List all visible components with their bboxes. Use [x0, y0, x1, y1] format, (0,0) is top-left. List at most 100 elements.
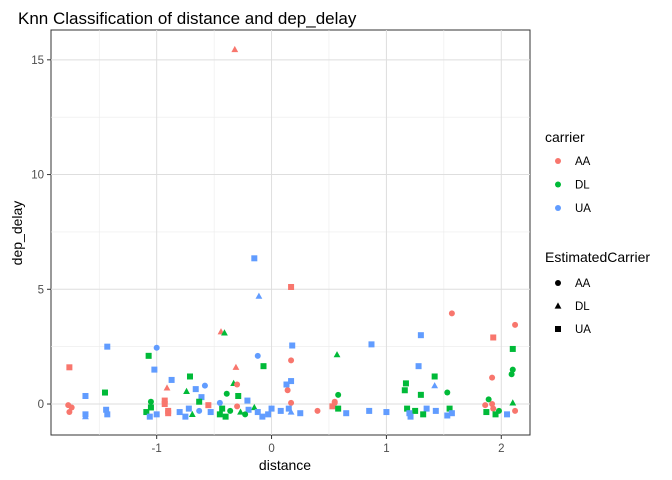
point-aa-aa [489, 401, 496, 408]
point-aa-aa [68, 404, 75, 411]
legend-shape-aa [555, 280, 561, 286]
point-ua-ua [82, 392, 89, 399]
legend-key-aa [555, 158, 561, 164]
point-dl-ua [196, 398, 203, 405]
point-ua-ua [417, 332, 424, 339]
point-aa-ua [66, 364, 73, 371]
y-tick-label: 10 [31, 170, 44, 182]
legend-carrier-keys: AA DL UA [555, 156, 591, 215]
point-ua-ua [383, 409, 390, 416]
point-dl-ua [143, 409, 150, 416]
legend-shape-label-ua: UA [575, 324, 591, 336]
point-dl-ua [509, 345, 516, 352]
point-aa-dl [231, 45, 239, 53]
point-ua-ua [176, 409, 183, 416]
point-aa-ua [205, 402, 212, 409]
point-dl-dl [250, 403, 258, 411]
point-aa-ua [161, 397, 168, 404]
point-ua-ua [168, 376, 175, 383]
point-ua-ua [448, 410, 455, 417]
point-dl-ua [335, 405, 342, 412]
point-aa-aa [288, 399, 295, 406]
point-aa-aa [331, 399, 338, 406]
point-aa-aa [512, 407, 519, 414]
point-dl-aa [227, 407, 234, 414]
point-dl-ua [404, 405, 411, 412]
y-tick-label: 0 [38, 399, 44, 411]
point-aa-aa [288, 357, 295, 364]
point-dl-aa [508, 371, 515, 378]
point-ua-ua [504, 411, 511, 418]
point-aa-aa [314, 407, 321, 414]
point-ua-dl [431, 382, 439, 389]
legend-estimated-title: EstimatedCarrier [545, 249, 650, 265]
point-ua-ua [289, 342, 296, 349]
legend-carrier-title: carrier [545, 129, 585, 145]
point-dl-ua [446, 405, 453, 412]
point-dl-ua [222, 413, 229, 420]
point-aa-aa [234, 381, 241, 388]
point-dl-aa [485, 396, 492, 403]
legend-estimated-keys: AA DL UA [554, 278, 591, 336]
x-axis-title: distance [259, 457, 311, 473]
point-dl-ua [492, 411, 499, 418]
point-ua-aa [196, 407, 203, 414]
point-dl-dl [188, 410, 196, 417]
point-ua-ua [259, 413, 266, 420]
legend-shape-ua [555, 326, 561, 332]
point-ua-ua [444, 412, 451, 419]
point-aa-aa [234, 403, 241, 410]
point-aa-ua [288, 283, 295, 290]
point-ua-ua [251, 255, 258, 262]
point-ua-ua [185, 405, 192, 412]
point-dl-ua [235, 392, 242, 399]
point-ua-aa [254, 352, 261, 359]
point-dl-ua [431, 373, 438, 380]
point-dl-aa [335, 391, 342, 398]
plot-panel [50, 29, 531, 436]
data-points [65, 45, 519, 420]
point-dl-aa [223, 390, 230, 397]
legend-shape-label-dl: DL [575, 301, 590, 313]
point-ua-ua [297, 410, 304, 417]
point-aa-aa [448, 310, 455, 317]
point-ua-ua [432, 407, 439, 414]
legend-label-ua: UA [575, 203, 591, 215]
point-dl-dl [333, 351, 341, 358]
point-dl-ua [219, 405, 226, 412]
point-ua-ua [254, 409, 261, 416]
y-tick-label: 15 [31, 55, 44, 67]
point-dl-ua [483, 409, 490, 416]
point-ua-ua [268, 405, 275, 412]
point-dl-dl [509, 399, 517, 406]
x-tick-label: 1 [383, 443, 389, 455]
point-ua-aa [216, 399, 223, 406]
legend-carrier: carrier AA DL UA [545, 129, 591, 215]
legend-estimated-carrier: EstimatedCarrier AA DL UA [545, 249, 650, 336]
point-ua-ua [285, 405, 292, 412]
point-dl-ua [260, 363, 267, 370]
point-ua-ua [207, 409, 214, 416]
point-ua-ua [192, 386, 199, 393]
point-aa-ua [161, 401, 168, 408]
legend-key-ua [555, 205, 561, 211]
point-ua-ua [245, 406, 252, 413]
point-ua-ua [406, 410, 413, 417]
point-ua-dl [82, 413, 89, 420]
point-dl-ua [412, 407, 419, 414]
chart-title: Knn Classification of distance and dep_d… [18, 9, 357, 28]
point-dl-ua [401, 387, 408, 394]
point-ua-ua [104, 343, 111, 350]
point-dl-ua [145, 352, 152, 359]
legend-key-dl [555, 181, 561, 188]
point-ua-ua [244, 397, 251, 404]
point-aa-aa [489, 374, 496, 381]
point-aa-aa [66, 409, 73, 416]
point-ua-ua [277, 407, 284, 414]
point-dl-aa [509, 366, 516, 373]
point-dl-dl [237, 408, 244, 415]
point-ua-ua [415, 363, 422, 370]
y-axis: 0 5 10 15 [31, 55, 51, 411]
point-ua-ua [182, 413, 189, 420]
